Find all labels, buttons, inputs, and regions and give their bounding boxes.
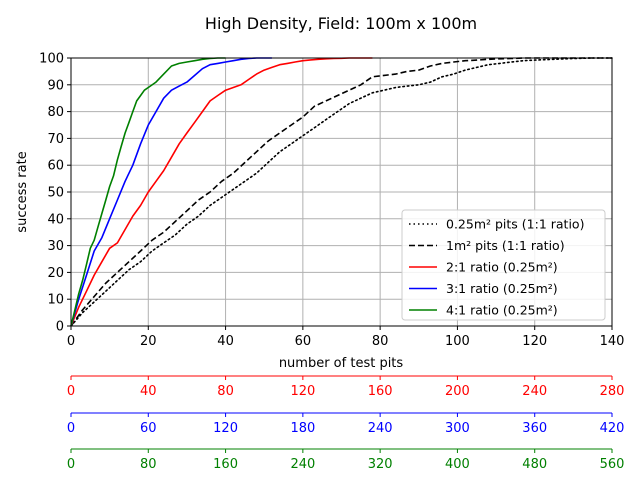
series-layer: [70, 57, 613, 327]
y-tick-label: 40: [47, 212, 64, 227]
x-axis-label: number of test pits: [279, 356, 404, 371]
x-tick-label: 80: [372, 334, 389, 349]
blue-axis-tick-label: 60: [140, 421, 157, 436]
series-line-3: [70, 57, 373, 327]
green-axis-tick-label: 320: [368, 457, 393, 472]
series-line-5: [70, 57, 226, 327]
blue-axis-tick-label: 240: [368, 421, 393, 436]
blue-axis-tick-label: 360: [522, 421, 547, 436]
blue-axis-tick-label: 0: [67, 421, 75, 436]
extra-axes: 0 40 80 120 160 200 240 280 0 60 120 180 240 300 360 42…: [67, 375, 625, 472]
x-tick-label: 120: [522, 334, 547, 349]
x-tick-label: 20: [140, 334, 157, 349]
red-axis-tick-label: 80: [217, 384, 234, 399]
legend-label-1: 0.25m² pits (1:1 ratio): [446, 217, 584, 232]
blue-axis-tick-label: 300: [445, 421, 470, 436]
green-axis-tick-label: 160: [213, 457, 238, 472]
green-axis-tick-label: 480: [522, 457, 547, 472]
red-axis-tick-label: 200: [445, 384, 470, 399]
series-line-2: [70, 57, 612, 327]
legend-frame: [401, 209, 606, 321]
blue-axis-tick-label: 180: [290, 421, 315, 436]
legend-label-3: 2:1 ratio (0.25m²): [446, 260, 558, 275]
blue-axis: 0 60 120 180 240 300 360 420: [67, 412, 625, 436]
green-axis-tick-label: 80: [140, 457, 157, 472]
blue-axis-tick-label: 420: [600, 421, 625, 436]
y-tick-label: 90: [47, 78, 64, 93]
y-axis-label: success rate: [15, 151, 30, 232]
x-axis-ticks: 0 20 40 60 80 100 120 140: [67, 326, 625, 349]
red-axis-tick-label: 280: [600, 384, 625, 399]
y-tick-label: 100: [39, 52, 64, 67]
y-tick-label: 50: [47, 186, 64, 201]
y-tick-label: 60: [47, 159, 64, 174]
blue-axis-tick-label: 120: [213, 421, 238, 436]
x-tick-label: 40: [217, 334, 234, 349]
series-line-4: [70, 57, 272, 327]
y-tick-label: 20: [47, 266, 64, 281]
red-axis-tick-label: 40: [140, 384, 157, 399]
green-axis-tick-label: 0: [67, 457, 75, 472]
x-tick-label: 140: [600, 334, 625, 349]
legend-label-5: 4:1 ratio (0.25m²): [446, 303, 558, 318]
green-axis: 0 80 160 240 320 400 480 560: [67, 448, 625, 472]
y-tick-label: 80: [47, 105, 64, 120]
legend-label-2: 1m² pits (1:1 ratio): [446, 238, 565, 253]
x-tick-label: 60: [295, 334, 312, 349]
legend: 0.25m² pits (1:1 ratio) 1m² pits (1:1 rat…: [401, 209, 606, 321]
x-tick-label: 0: [67, 334, 75, 349]
y-tick-label: 0: [56, 320, 64, 335]
red-axis-tick-label: 160: [368, 384, 393, 399]
y-tick-label: 70: [47, 132, 64, 147]
red-axis-tick-label: 120: [290, 384, 315, 399]
red-axis: 0 40 80 120 160 200 240 280: [67, 375, 625, 399]
green-axis-tick-label: 400: [445, 457, 470, 472]
x-tick-label: 100: [445, 334, 470, 349]
chart-title: High Density, Field: 100m x 100m: [205, 14, 477, 33]
green-axis-tick-label: 240: [290, 457, 315, 472]
y-axis-ticks: 0 10 20 30 40 50 60 70 80 90 100: [39, 52, 71, 335]
legend-label-4: 3:1 ratio (0.25m²): [446, 281, 558, 296]
green-axis-tick-label: 560: [600, 457, 625, 472]
series-line-1: [70, 57, 613, 327]
red-axis-tick-label: 240: [522, 384, 547, 399]
y-tick-label: 30: [47, 239, 64, 254]
y-tick-label: 10: [47, 293, 64, 308]
red-axis-tick-label: 0: [67, 384, 75, 399]
